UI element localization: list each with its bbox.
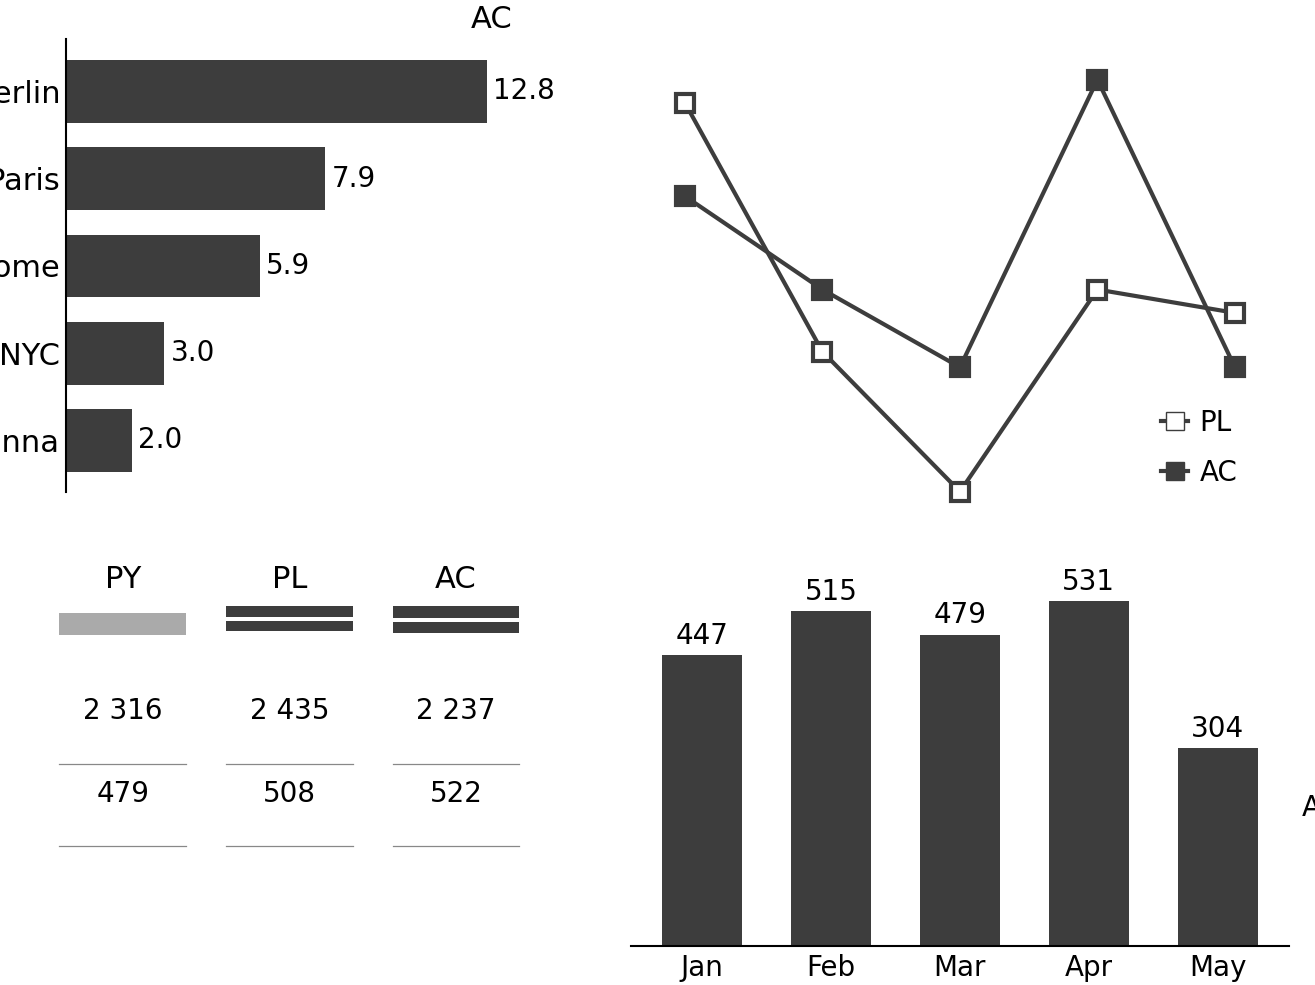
Bar bbox=[1049, 601, 1128, 946]
PL bbox=[1090, 284, 1106, 296]
AC bbox=[1227, 361, 1243, 373]
Text: 479: 479 bbox=[96, 780, 149, 808]
Text: 447: 447 bbox=[676, 623, 729, 650]
Bar bbox=[226, 621, 352, 631]
Text: AC: AC bbox=[471, 5, 513, 34]
Bar bbox=[1178, 749, 1257, 946]
Text: 2 316: 2 316 bbox=[83, 697, 163, 725]
Text: AC: AC bbox=[435, 565, 477, 594]
AC bbox=[1090, 74, 1106, 86]
AC bbox=[814, 284, 830, 296]
Text: 508: 508 bbox=[263, 780, 316, 808]
AC bbox=[677, 190, 693, 202]
Bar bbox=[393, 607, 519, 618]
Bar bbox=[393, 622, 519, 633]
Text: 3.0: 3.0 bbox=[171, 339, 216, 367]
Bar bbox=[66, 234, 259, 297]
Bar bbox=[66, 148, 326, 210]
Text: 12.8: 12.8 bbox=[493, 78, 555, 105]
PL bbox=[1227, 307, 1243, 319]
Bar bbox=[66, 409, 132, 472]
Text: PY: PY bbox=[105, 565, 141, 594]
Bar bbox=[663, 655, 742, 946]
AC bbox=[952, 361, 968, 373]
Bar bbox=[66, 322, 164, 384]
PL bbox=[677, 98, 693, 109]
Text: 7.9: 7.9 bbox=[331, 164, 376, 193]
Bar bbox=[66, 60, 487, 123]
Text: 531: 531 bbox=[1063, 567, 1115, 596]
Text: 2 435: 2 435 bbox=[250, 697, 329, 725]
Text: PL: PL bbox=[272, 565, 306, 594]
Legend: PL, AC: PL, AC bbox=[1149, 398, 1248, 498]
PL bbox=[952, 486, 968, 497]
Text: 304: 304 bbox=[1191, 715, 1244, 743]
Bar bbox=[59, 613, 185, 635]
Text: AC: AC bbox=[1302, 794, 1315, 821]
PL bbox=[814, 346, 830, 358]
Text: 2 237: 2 237 bbox=[416, 697, 496, 725]
Text: 522: 522 bbox=[430, 780, 483, 808]
Line: AC: AC bbox=[676, 71, 1244, 376]
Bar bbox=[920, 634, 999, 946]
Text: 479: 479 bbox=[934, 602, 986, 629]
Text: 5.9: 5.9 bbox=[266, 252, 310, 280]
Bar bbox=[792, 612, 871, 946]
Bar bbox=[226, 607, 352, 617]
Text: 515: 515 bbox=[805, 578, 857, 606]
Text: 2.0: 2.0 bbox=[138, 427, 183, 454]
Line: PL: PL bbox=[676, 94, 1244, 500]
